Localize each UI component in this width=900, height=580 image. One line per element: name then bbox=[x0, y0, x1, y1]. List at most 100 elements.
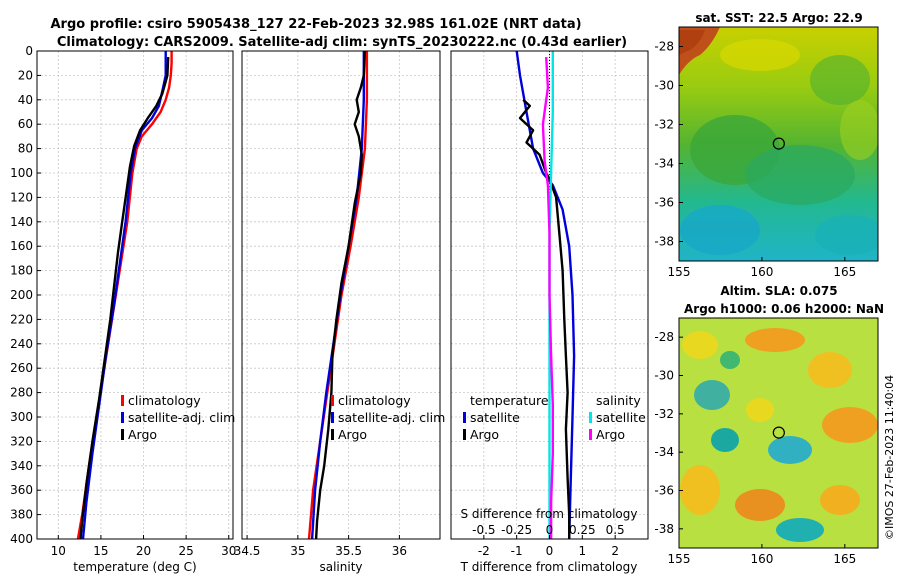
legend-header-temperature: temperature bbox=[470, 393, 549, 408]
s-tick-label: 0 bbox=[546, 523, 554, 537]
y-tick-label: 100 bbox=[10, 166, 33, 180]
legend-label: satellite bbox=[596, 410, 646, 425]
temperature-xlabel: temperature (deg C) bbox=[73, 560, 196, 574]
y-tick-label: 260 bbox=[10, 361, 33, 375]
x-tick-label: 35.5 bbox=[335, 544, 362, 558]
map-x-tick-label: 160 bbox=[750, 552, 773, 566]
map-y-tick-label: -32 bbox=[654, 118, 674, 132]
argo-location-marker bbox=[772, 426, 785, 439]
legend-swatch bbox=[331, 429, 334, 440]
y-tick-label: 200 bbox=[10, 288, 33, 302]
legend-swatch bbox=[331, 395, 334, 406]
map-y-tick-label: -28 bbox=[654, 40, 674, 54]
legend-swatch bbox=[121, 429, 124, 440]
y-tick-label: 340 bbox=[10, 459, 33, 473]
sla-map-title: Altim. SLA: 0.075 bbox=[720, 284, 837, 298]
s-tick-label: 0.25 bbox=[569, 523, 596, 537]
x-tick-label: 15 bbox=[93, 544, 108, 558]
x-tick-label: 36 bbox=[392, 544, 407, 558]
map-y-tick-label: -30 bbox=[654, 369, 674, 383]
series-line-argo bbox=[314, 51, 367, 539]
salinity-xlabel: salinity bbox=[319, 560, 362, 574]
legend-label: satellite-adj. clim bbox=[128, 410, 235, 425]
y-tick-label: 140 bbox=[10, 215, 33, 229]
legend-swatch bbox=[463, 412, 466, 423]
difference-panel: -2 -1 0 1 2 T difference from climatology S … bbox=[450, 50, 649, 574]
y-tick-label: 180 bbox=[10, 264, 33, 278]
legend-label: satellite-adj. clim bbox=[338, 410, 445, 425]
y-tick-label: 80 bbox=[18, 142, 33, 156]
map-y-tick-label: -28 bbox=[654, 330, 674, 344]
map-y-tick-label: -30 bbox=[654, 79, 674, 93]
y-tick-label: 240 bbox=[10, 337, 33, 351]
argo-location-marker bbox=[772, 137, 785, 150]
y-tick-label: 120 bbox=[10, 190, 33, 204]
s-tick-label: -0.5 bbox=[472, 523, 495, 537]
figure-title-line2: Climatology: CARS2009. Satellite-adj cli… bbox=[57, 35, 627, 50]
y-tick-label: 320 bbox=[10, 434, 33, 448]
s-tick-label: -0.25 bbox=[501, 523, 532, 537]
legend-label: Argo bbox=[338, 427, 367, 442]
series-line-salinity-argo bbox=[541, 57, 554, 539]
legend-label: climatology bbox=[128, 393, 201, 408]
sla-map-subtitle: Argo h1000: 0.06 h2000: NaN bbox=[684, 302, 884, 316]
sst-map-panel: sat. SST: 22.5 Argo: 22.9 155 160 165 -28 -3… bbox=[654, 11, 879, 279]
y-tick-label: 160 bbox=[10, 239, 33, 253]
figure-title-line1: Argo profile: csiro 5905438_127 22-Feb-2… bbox=[50, 17, 581, 32]
series-line-temperature-argo bbox=[518, 98, 571, 539]
legend-swatch bbox=[589, 429, 592, 440]
legend-swatch bbox=[331, 412, 334, 423]
y-tick-label: 220 bbox=[10, 312, 33, 326]
map-x-tick-label: 165 bbox=[833, 552, 856, 566]
salinity-panel: 34.5 35 35.5 36 salinity climatology satelli… bbox=[234, 50, 445, 574]
x-tick-label: -1 bbox=[511, 544, 523, 558]
map-y-tick-label: -34 bbox=[654, 445, 674, 459]
sst-map-title: sat. SST: 22.5 Argo: 22.9 bbox=[695, 11, 862, 25]
map-y-tick-label: -38 bbox=[654, 235, 674, 249]
x-tick-label: 2 bbox=[611, 544, 619, 558]
legend-swatch bbox=[589, 412, 592, 423]
map-y-tick-label: -32 bbox=[654, 407, 674, 421]
x-tick-label: 1 bbox=[579, 544, 587, 558]
legend-label: Argo bbox=[128, 427, 157, 442]
map-y-tick-label: -36 bbox=[654, 484, 674, 498]
legend-label: climatology bbox=[338, 393, 411, 408]
x-tick-label: 30 bbox=[221, 544, 236, 558]
legend-label: satellite bbox=[470, 410, 520, 425]
s-tick-label: 0.5 bbox=[606, 523, 625, 537]
map-y-tick-label: -38 bbox=[654, 522, 674, 536]
x-tick-label: 34.5 bbox=[234, 544, 261, 558]
legend-swatch bbox=[463, 429, 466, 440]
x-tick-label: 35 bbox=[290, 544, 305, 558]
x-tick-label: 20 bbox=[136, 544, 151, 558]
difference-xlabel-t: T difference from climatology bbox=[460, 560, 638, 574]
x-tick-label: 10 bbox=[51, 544, 66, 558]
map-x-tick-label: 155 bbox=[668, 265, 691, 279]
sla-map-panel: Altim. SLA: 0.075 Argo h1000: 0.06 h2000… bbox=[654, 284, 884, 566]
y-tick-label: 20 bbox=[18, 68, 33, 82]
x-tick-label: 25 bbox=[178, 544, 193, 558]
y-tick-label: 380 bbox=[10, 508, 33, 522]
watermark: ©IMOS 27-Feb-2023 11:40:04 bbox=[883, 375, 896, 540]
series-line-temperature-satellite bbox=[515, 51, 576, 539]
y-tick-label: 360 bbox=[10, 483, 33, 497]
x-tick-label: -2 bbox=[478, 544, 490, 558]
sst-map-image bbox=[679, 27, 878, 261]
x-tick-label: 0 bbox=[546, 544, 554, 558]
legend-swatch bbox=[121, 412, 124, 423]
legend-swatch bbox=[121, 395, 124, 406]
map-x-tick-label: 155 bbox=[668, 552, 691, 566]
map-x-tick-label: 160 bbox=[750, 265, 773, 279]
legend-label: Argo bbox=[596, 427, 625, 442]
series-line-argo bbox=[79, 57, 170, 539]
legend-header-salinity: salinity bbox=[596, 393, 641, 408]
map-x-tick-label: 165 bbox=[833, 265, 856, 279]
legend-label: Argo bbox=[470, 427, 499, 442]
y-tick-label: 60 bbox=[18, 117, 33, 131]
sla-map-image bbox=[679, 318, 878, 548]
map-y-tick-label: -36 bbox=[654, 196, 674, 210]
y-tick-label: 280 bbox=[10, 386, 33, 400]
y-tick-label: 400 bbox=[10, 532, 33, 546]
map-y-tick-label: -34 bbox=[654, 157, 674, 171]
